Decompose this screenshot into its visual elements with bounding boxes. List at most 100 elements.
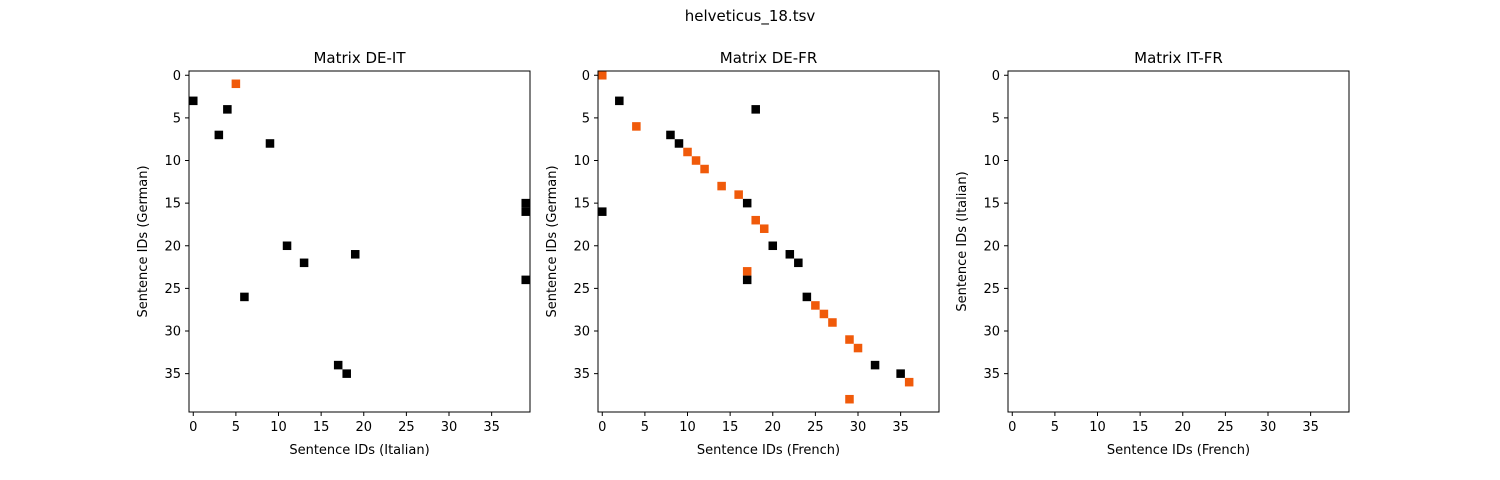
- x-tick-label: 0: [1008, 420, 1016, 435]
- y-tick-label: 25: [573, 282, 590, 297]
- plot-frame: [597, 70, 940, 413]
- x-tick-label: 15: [313, 420, 330, 435]
- x-tick-label: 5: [641, 420, 649, 435]
- heatmap-cell: [828, 318, 837, 327]
- x-tick-label: 0: [598, 420, 606, 435]
- y-tick-label: 10: [164, 154, 181, 169]
- y-axis-label: Sentence IDs (German): [545, 165, 560, 317]
- y-tick-label: 20: [164, 239, 181, 254]
- x-axis-label: Sentence IDs (Italian): [289, 443, 429, 458]
- x-tick-label: 20: [1174, 420, 1191, 435]
- heatmap-cell: [231, 79, 241, 89]
- heatmap-cell: [350, 250, 360, 259]
- heatmap-cell: [282, 241, 292, 251]
- y-axis-label: Sentence IDs (German): [136, 165, 151, 317]
- y-tick-label: 5: [992, 111, 1000, 126]
- plot-area: [1008, 71, 1349, 412]
- x-tick-label: 10: [1089, 420, 1106, 435]
- heatmap-cell: [223, 105, 232, 114]
- plot-frame: [1007, 70, 1350, 413]
- y-tick-label: 25: [983, 282, 1000, 297]
- heatmap-cell: [751, 215, 760, 225]
- heatmap-cell: [265, 139, 275, 148]
- heatmap-cell: [189, 96, 198, 106]
- x-tick-label: 25: [807, 420, 824, 435]
- x-tick-label: 15: [1132, 420, 1149, 435]
- heatmap-cell: [768, 241, 778, 251]
- heatmap-cell: [742, 267, 752, 276]
- heatmap-cell: [691, 156, 701, 165]
- heatmap-cell: [853, 343, 863, 353]
- y-tick-label: 30: [164, 325, 181, 340]
- heatmap-cell: [742, 275, 752, 285]
- y-tick-label: 5: [582, 111, 590, 126]
- y-tick-label: 35: [164, 367, 181, 382]
- heatmap-cell: [734, 190, 743, 199]
- heatmap-cell: [598, 71, 607, 80]
- x-tick-label: 35: [892, 420, 909, 435]
- x-tick-label: 25: [398, 420, 415, 435]
- y-tick-label: 5: [173, 111, 181, 126]
- y-tick-label: 35: [573, 367, 590, 382]
- heatmap-cell: [742, 198, 752, 208]
- y-tick-label: 10: [983, 154, 1000, 169]
- heatmap-cell: [759, 224, 769, 233]
- y-tick-label: 0: [582, 69, 590, 84]
- heatmap-cell: [751, 105, 760, 114]
- heatmap-cell: [333, 360, 343, 370]
- heatmap-cell: [785, 250, 795, 259]
- plot-area: [189, 71, 530, 412]
- heatmap-cell: [904, 377, 914, 387]
- x-tick-label: 5: [1051, 420, 1059, 435]
- x-tick-label: 30: [850, 420, 867, 435]
- y-tick-label: 30: [983, 325, 1000, 340]
- x-tick-label: 35: [483, 420, 500, 435]
- heatmap-cell: [214, 130, 224, 140]
- x-tick-label: 35: [1302, 420, 1319, 435]
- heatmap-cell: [794, 258, 803, 268]
- x-tick-label: 30: [441, 420, 458, 435]
- chart-title: Matrix DE-FR: [720, 49, 818, 67]
- heatmap-cell: [870, 360, 880, 370]
- heatmap-cell: [521, 198, 530, 208]
- y-tick-label: 15: [164, 197, 181, 212]
- heatmap-cell: [845, 335, 854, 344]
- x-tick-label: 30: [1260, 420, 1277, 435]
- x-tick-label: 25: [1217, 420, 1234, 435]
- heatmap-cell: [683, 147, 692, 157]
- heatmap-cell: [819, 309, 829, 319]
- y-tick-label: 15: [983, 197, 1000, 212]
- y-tick-label: 15: [573, 197, 590, 212]
- heatmap-cell: [240, 292, 249, 302]
- x-tick-label: 10: [679, 420, 696, 435]
- heatmap-cell: [700, 164, 709, 174]
- plot-frame: [188, 70, 531, 413]
- x-tick-label: 20: [764, 420, 781, 435]
- y-tick-label: 0: [173, 69, 181, 84]
- y-tick-label: 10: [573, 154, 590, 169]
- heatmap-cell: [811, 301, 820, 310]
- y-tick-label: 25: [164, 282, 181, 297]
- y-tick-label: 0: [992, 69, 1000, 84]
- heatmap-cell: [299, 258, 309, 268]
- heatmap-cell: [674, 139, 684, 148]
- heatmap-cell: [521, 275, 530, 285]
- heatmap-cell: [598, 207, 607, 216]
- y-tick-label: 20: [573, 239, 590, 254]
- y-tick-label: 35: [983, 367, 1000, 382]
- heatmap-cell: [342, 369, 351, 378]
- figure-title: helveticus_18.tsv: [685, 7, 816, 26]
- x-tick-label: 10: [270, 420, 287, 435]
- heatmap-cell: [717, 181, 726, 191]
- chart-panel-2: 0 5 10 15 20 25 30 35 0 5 10 15 20 25 30 35 Matrix DE-FR…: [545, 49, 940, 458]
- y-axis-label: Sentence IDs (Italian): [955, 171, 970, 311]
- panels: 0 5 10 15 20 25 30 35 0 5 10 15 20 25 30 35 Matrix DE-IT…: [136, 49, 1350, 458]
- y-tick-label: 20: [983, 239, 1000, 254]
- x-axis-label: Sentence IDs (French): [697, 443, 840, 458]
- heatmap-cell: [521, 207, 530, 216]
- heatmap-cell: [615, 96, 624, 106]
- heatmap-cell: [896, 369, 905, 378]
- chart-title: Matrix IT-FR: [1134, 49, 1223, 67]
- heatmap-cell: [632, 122, 641, 131]
